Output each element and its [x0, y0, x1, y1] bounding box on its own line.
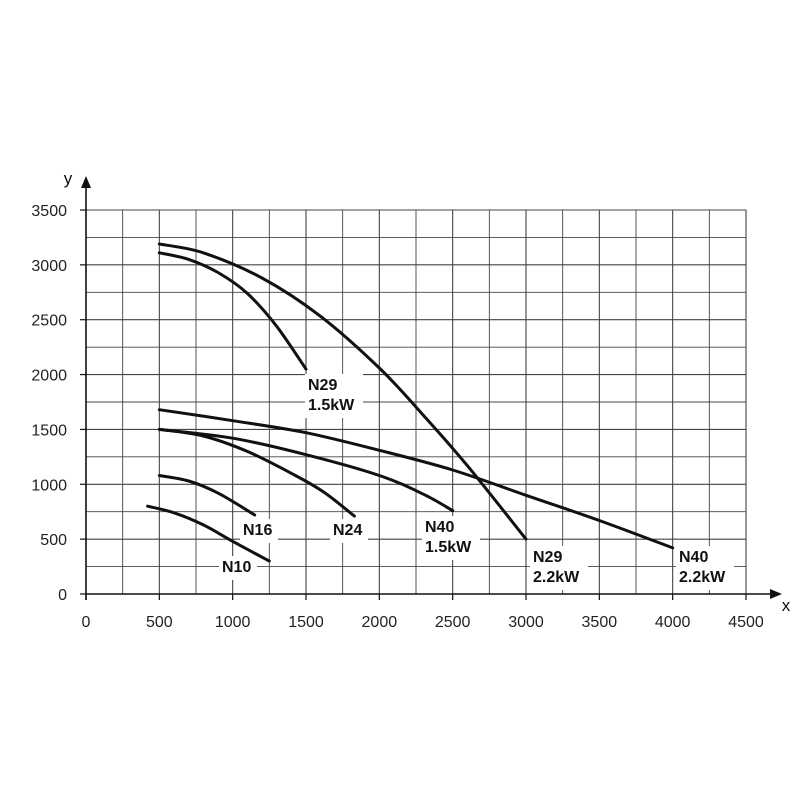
- y-tick-label: 3500: [31, 203, 67, 220]
- series-label-bg: [330, 519, 368, 543]
- y-tick-label: 500: [40, 532, 67, 549]
- tick-labels: 0 500 1000 1500 2000 2500 3000 3500 4000 4500 0 500…: [31, 203, 763, 631]
- x-axis-label: x: [782, 596, 791, 615]
- series-line-n29-1-5kw: [157, 251, 308, 371]
- series-label-n40-1-5kw: N40: [425, 519, 454, 536]
- series-label-bg: [240, 519, 278, 543]
- series-line-n40-2-2kw: [157, 408, 675, 550]
- x-tick-label: 3500: [582, 614, 618, 631]
- y-axis-arrow: [81, 176, 91, 188]
- series-label-bg: [530, 546, 588, 590]
- series-line-n40-1-5kw: [157, 427, 455, 513]
- axes: [81, 176, 782, 600]
- series-label-n24: N24: [333, 522, 362, 539]
- x-tick-label: 500: [146, 614, 173, 631]
- x-axis-arrow: [770, 589, 782, 599]
- y-tick-label: 2500: [31, 313, 67, 330]
- series-labels: N10 N16 N24 N40 1.5kW N29 1.5kW N29 2.2kW N40 2.2k…: [219, 374, 734, 590]
- y-axis-label: y: [64, 169, 73, 188]
- series-label-bg: [676, 546, 734, 590]
- x-tick-label: 2000: [362, 614, 398, 631]
- x-tick-label: 4000: [655, 614, 691, 631]
- series-label-n29-1-5kw: 1.5kW: [308, 397, 355, 414]
- x-tick-label: 3000: [508, 614, 544, 631]
- series-label-n10: N10: [222, 559, 251, 576]
- x-tick-label: 1000: [215, 614, 251, 631]
- series-lines: [146, 242, 675, 563]
- series-label-bg: [305, 374, 363, 418]
- y-tick-label: 2000: [31, 368, 67, 385]
- x-tick-label: 4500: [728, 614, 764, 631]
- x-tick-label: 1500: [288, 614, 324, 631]
- series-label-n29-1-5kw: N29: [308, 377, 337, 394]
- y-tick-label: 1000: [31, 477, 67, 494]
- series-label-n16: N16: [243, 522, 272, 539]
- series-line-n29-2-2kw: [157, 242, 528, 541]
- series-line-n16: [157, 474, 257, 517]
- series-label-n40-1-5kw: 1.5kW: [425, 539, 472, 556]
- y-tick-label: 1500: [31, 422, 67, 439]
- grid: [86, 209, 747, 594]
- series-label-n40-2-2kw: N40: [679, 549, 708, 566]
- series-label-n29-2-2kw: 2.2kW: [533, 569, 580, 586]
- series-label-bg: [422, 516, 480, 560]
- x-tick-label: 2500: [435, 614, 471, 631]
- series-line-n10: [146, 504, 271, 563]
- series-label-bg: [219, 556, 257, 580]
- series-label-n40-2-2kw: 2.2kW: [679, 569, 726, 586]
- series-label-n29-2-2kw: N29: [533, 549, 562, 566]
- y-tick-label: 0: [58, 587, 67, 604]
- y-tick-label: 3000: [31, 258, 67, 275]
- x-tick-label: 0: [82, 614, 91, 631]
